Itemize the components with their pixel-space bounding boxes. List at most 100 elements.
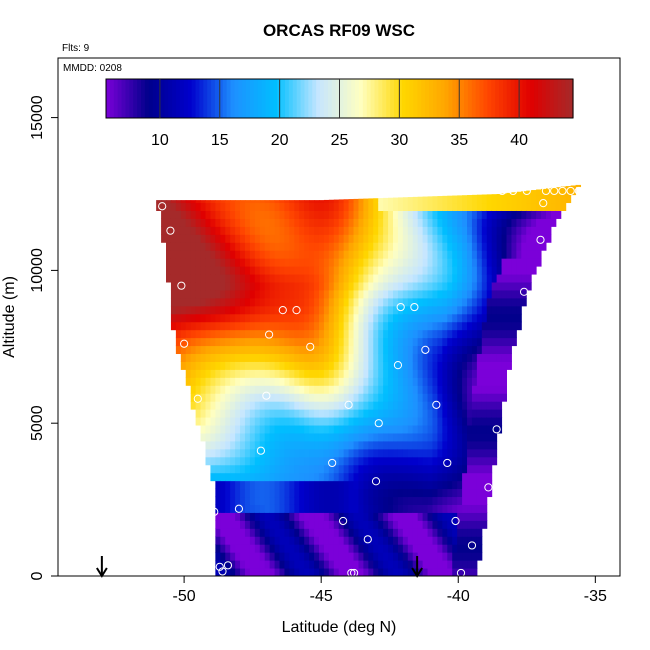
wsc-cell [240, 321, 246, 331]
wsc-cell [284, 472, 290, 482]
wsc-cell [407, 456, 414, 466]
flight-point [558, 186, 567, 196]
wsc-cell [368, 305, 374, 315]
wsc-cell [467, 337, 473, 347]
wsc-cell [254, 369, 261, 378]
wsc-cell [368, 432, 374, 442]
wsc-cell [511, 297, 517, 307]
wsc-cell [368, 544, 374, 553]
wsc-cell [486, 448, 493, 458]
wsc-cell [195, 202, 202, 211]
wsc-cell [289, 218, 295, 227]
wsc-cell [225, 417, 231, 426]
wsc-cell [205, 456, 211, 466]
wsc-cell [225, 504, 231, 513]
wsc-cell [240, 345, 246, 355]
wsc-cell [353, 448, 359, 458]
wsc-cell [328, 401, 335, 410]
wsc-cell [309, 289, 315, 299]
wsc-cell [259, 432, 266, 442]
wsc-cell [210, 242, 216, 251]
wsc-cell [373, 520, 379, 529]
wsc-cell [215, 512, 221, 521]
wsc-cell [378, 289, 384, 299]
wsc-cell [452, 504, 458, 513]
wsc-cell [284, 210, 290, 219]
wsc-cell [274, 329, 281, 339]
wsc-cell [348, 456, 355, 466]
wsc-cell [496, 274, 503, 283]
wsc-cell [481, 305, 488, 315]
wsc-cell [244, 242, 251, 251]
colorbar-cell [553, 79, 559, 118]
wsc-cell [491, 194, 498, 204]
wsc-cell [422, 210, 429, 219]
wsc-cell [383, 210, 389, 219]
wsc-cell [259, 512, 266, 521]
wsc-cell [294, 345, 300, 355]
wsc-cell [407, 226, 414, 235]
wsc-cell [279, 456, 285, 466]
wsc-cell [338, 488, 345, 498]
wsc-cell [230, 528, 236, 537]
wsc-cell [447, 385, 453, 394]
wsc-cell [269, 242, 276, 251]
colorbar-cell [452, 79, 457, 118]
wsc-cell [536, 250, 542, 259]
wsc-cell [294, 448, 300, 458]
wsc-cell [457, 488, 463, 498]
wsc-cell [417, 528, 424, 537]
wsc-cell [230, 313, 236, 323]
wsc-cell [467, 274, 473, 283]
wsc-cell [220, 305, 226, 315]
wsc-cell [343, 266, 350, 275]
wsc-cell [417, 536, 424, 545]
wsc-cell [353, 504, 359, 513]
wsc-cell [397, 448, 404, 458]
wsc-cell [412, 289, 419, 299]
wsc-cell [481, 202, 488, 211]
wsc-cell [254, 560, 261, 569]
flight-point [396, 302, 405, 312]
wsc-cell [175, 274, 182, 283]
wsc-cell [486, 345, 493, 355]
wsc-cell [368, 210, 374, 219]
wsc-cell [185, 250, 192, 259]
wsc-cell [427, 361, 433, 370]
wsc-cell [373, 321, 379, 331]
wsc-cell [249, 432, 256, 442]
wsc-cell [412, 345, 419, 355]
wsc-cell [353, 552, 359, 561]
wsc-cell [220, 266, 226, 275]
wsc-cell [323, 274, 330, 283]
wsc-cell [432, 345, 438, 355]
wsc-cell [289, 496, 295, 505]
wsc-cell [215, 234, 221, 243]
wsc-cell [333, 289, 340, 299]
wsc-cell [284, 409, 290, 418]
wsc-cell [264, 313, 271, 323]
wsc-cell [328, 329, 335, 339]
wsc-cell [388, 329, 394, 339]
wsc-cell [289, 210, 295, 219]
wsc-cell [254, 202, 261, 211]
wsc-cell [348, 432, 355, 442]
wsc-cell [328, 409, 335, 418]
wsc-cell [338, 234, 345, 243]
wsc-cell [348, 448, 355, 458]
wsc-cell [432, 266, 438, 275]
wsc-cell [200, 242, 206, 251]
wsc-cell [417, 560, 424, 569]
wsc-cell [422, 321, 429, 331]
wsc-cell [383, 361, 389, 370]
wsc-cell [343, 393, 350, 402]
wsc-cell [284, 282, 290, 291]
wsc-cell [318, 385, 325, 394]
wsc-cell [259, 393, 266, 402]
colorbar-cell [246, 79, 251, 118]
wsc-cell [264, 226, 271, 235]
wsc-cell [402, 472, 409, 482]
wsc-cell [467, 504, 473, 513]
wsc-cell [318, 321, 325, 331]
wsc-cell [516, 282, 522, 291]
